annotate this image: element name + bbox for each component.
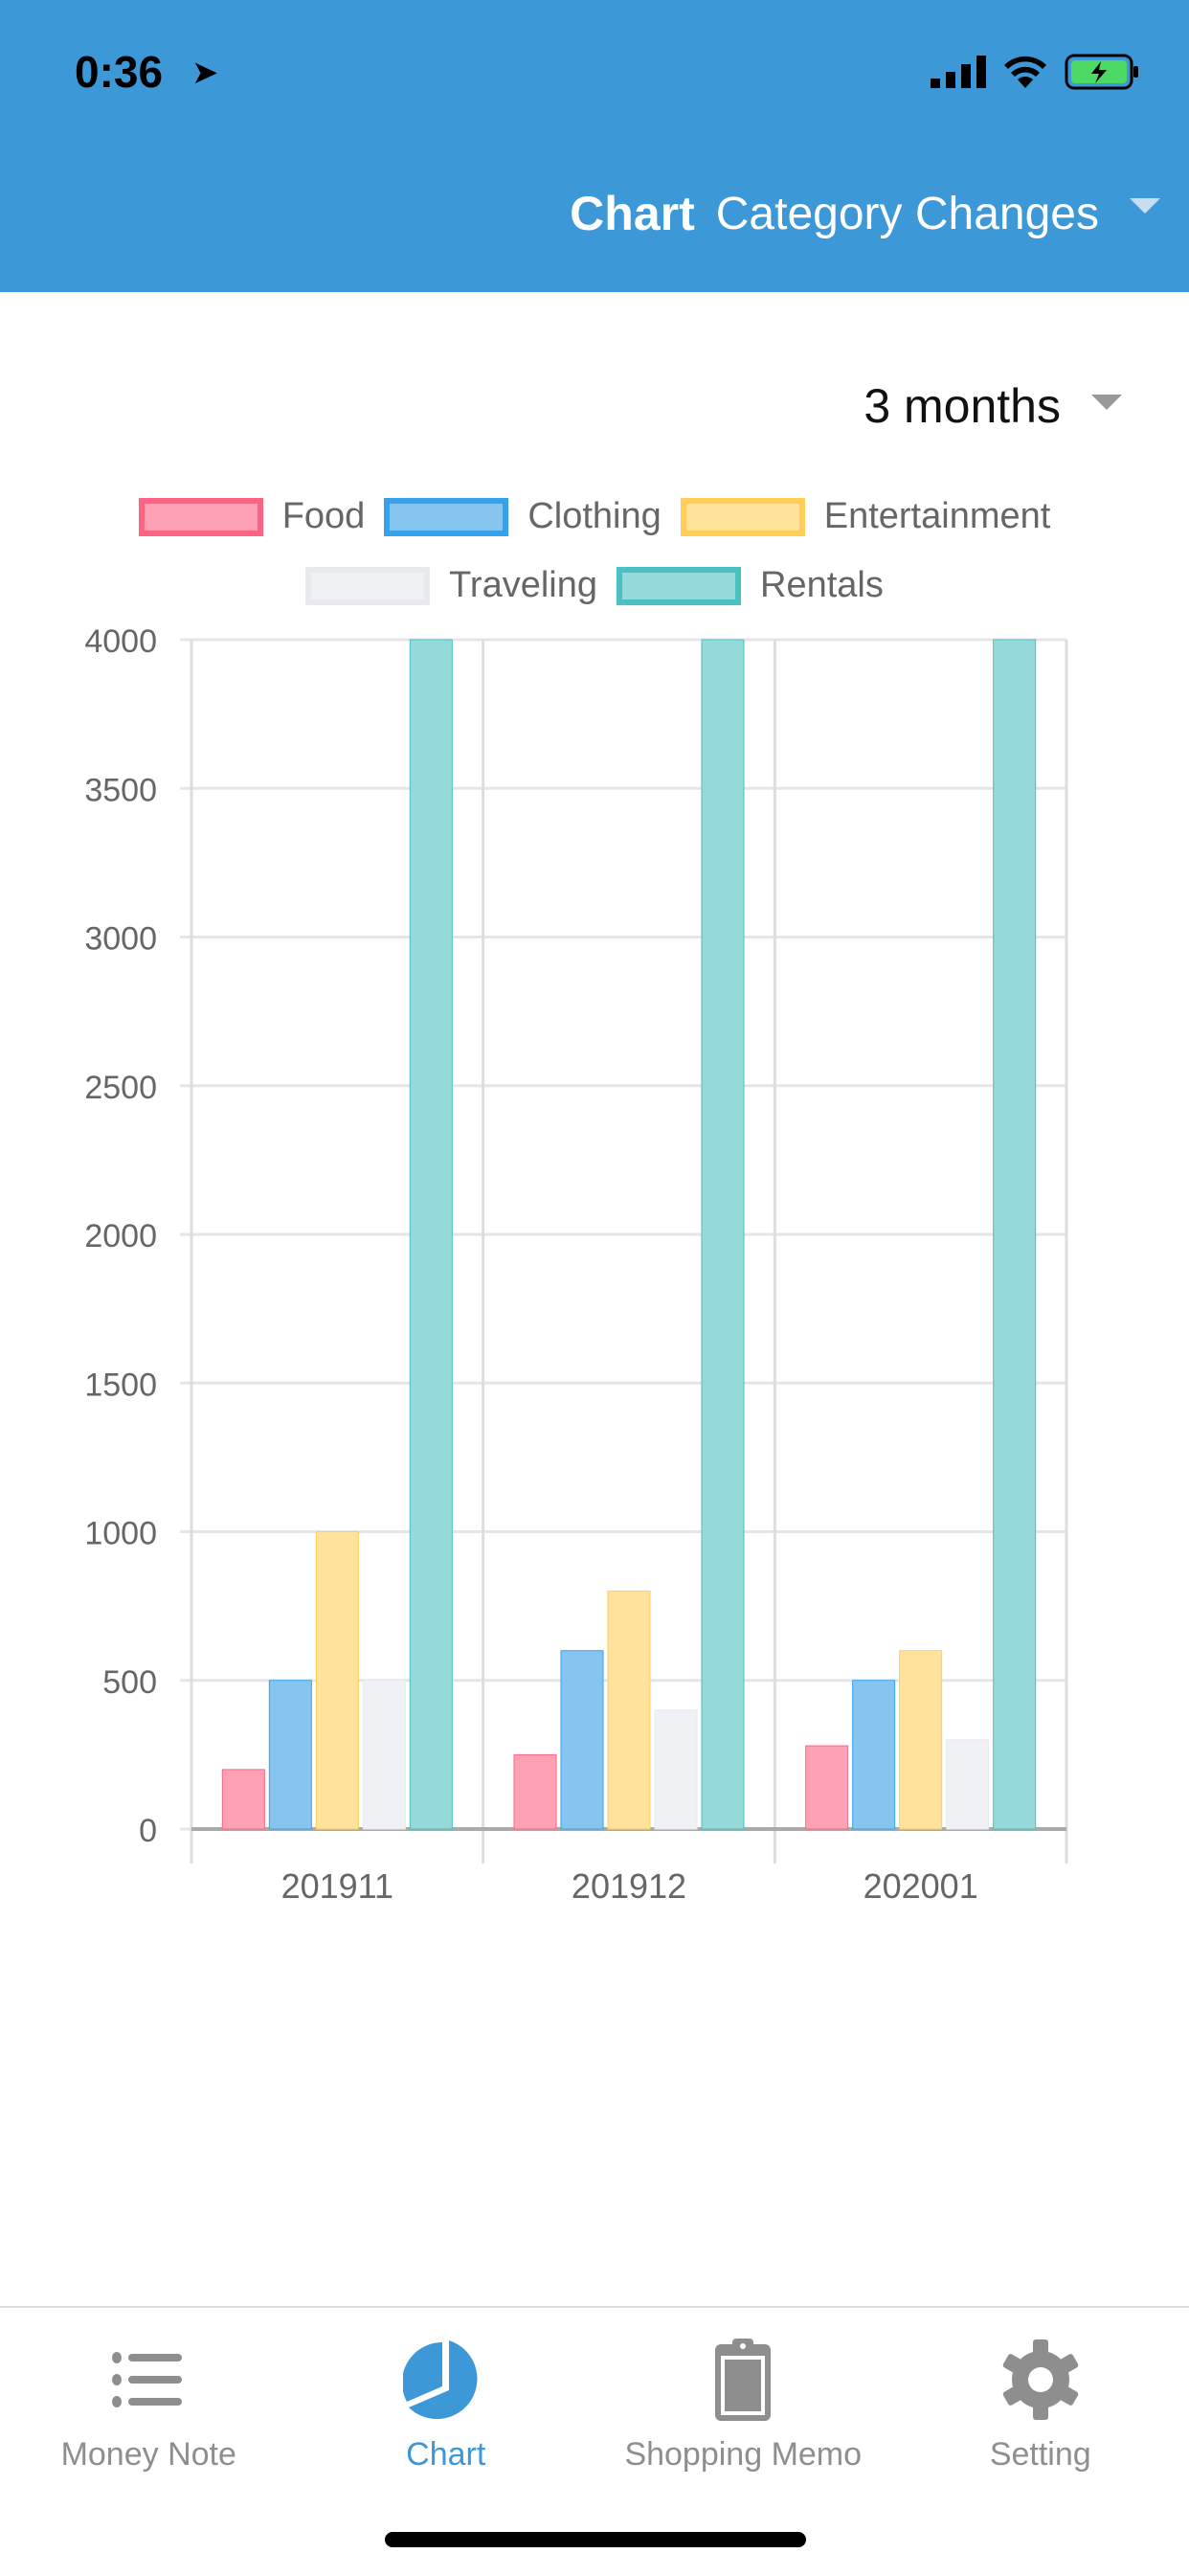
bar-food (222, 1770, 264, 1829)
y-tick-label: 2500 (84, 1070, 157, 1106)
tab-label: Chart (406, 2436, 485, 2474)
bar-chart: 0 500 1000 1500 2000 2500 3000 3500 4000 201911 20… (0, 613, 1189, 1954)
tab-money-note[interactable]: Money Note (0, 2308, 298, 2576)
legend-label: Clothing (527, 496, 661, 537)
y-tick-label: 3500 (84, 772, 157, 808)
y-tick-label: 0 (139, 1813, 157, 1849)
bar-traveling (363, 1681, 405, 1829)
y-tick-label: 1000 (84, 1516, 157, 1552)
legend-swatch (384, 498, 508, 536)
legend-label: Food (282, 496, 366, 537)
tab-label: Money Note (61, 2436, 236, 2474)
legend-swatch (681, 498, 805, 536)
battery-icon (1065, 54, 1141, 90)
list-icon (105, 2339, 191, 2421)
legend-item-entertainment[interactable]: Entertainment (681, 496, 1051, 537)
bar-clothing (853, 1681, 895, 1829)
x-tick-label: 201912 (572, 1866, 686, 1906)
page-title: Chart (570, 186, 695, 241)
location-icon: ➤ (191, 54, 219, 92)
chevron-down-icon[interactable] (1130, 198, 1160, 214)
pie-chart-icon (403, 2339, 489, 2421)
legend-item-clothing[interactable]: Clothing (384, 496, 661, 537)
bar-rentals (410, 640, 452, 1829)
legend-label: Rentals (760, 565, 884, 606)
bar-food (806, 1746, 848, 1829)
period-dropdown[interactable]: 3 months (864, 378, 1122, 434)
header: 0:36 ➤ Chart Category Changes (0, 0, 1189, 292)
bar-entertainment (608, 1592, 650, 1829)
bar-traveling (947, 1740, 989, 1829)
y-tick-label: 1500 (84, 1367, 157, 1403)
tab-label: Shopping Memo (624, 2436, 862, 2474)
legend-label: Traveling (449, 565, 597, 606)
bar-traveling (655, 1710, 697, 1829)
legend-swatch (305, 567, 430, 605)
bar-entertainment (316, 1532, 358, 1830)
tab-setting[interactable]: Setting (892, 2308, 1189, 2576)
bar-rentals (702, 640, 744, 1829)
status-time: 0:36 (75, 46, 163, 98)
x-tick-label: 202001 (864, 1866, 978, 1906)
x-tick-label: 201911 (281, 1866, 393, 1906)
legend-row-2: Traveling Rentals (0, 565, 1189, 606)
bar-rentals (994, 640, 1036, 1829)
y-tick-label: 500 (102, 1664, 157, 1701)
legend-swatch (139, 498, 263, 536)
tab-label: Setting (990, 2436, 1091, 2474)
signal-icon (931, 56, 986, 88)
bar-food (514, 1754, 556, 1829)
period-label: 3 months (864, 378, 1061, 434)
legend-item-rentals[interactable]: Rentals (617, 565, 884, 606)
chart-type-dropdown[interactable]: Category Changes (716, 188, 1099, 240)
y-tick-label: 3000 (84, 921, 157, 958)
bar-clothing (269, 1681, 311, 1829)
y-tick-label: 2000 (84, 1218, 157, 1254)
home-indicator[interactable] (385, 2532, 806, 2547)
legend-item-traveling[interactable]: Traveling (305, 565, 597, 606)
chevron-down-icon (1091, 395, 1122, 410)
bar-clothing (561, 1651, 603, 1829)
legend-row-1: Food Clothing Entertainment (0, 496, 1189, 537)
legend-label: Entertainment (824, 496, 1051, 537)
legend-swatch (617, 567, 741, 605)
wifi-icon (1003, 56, 1047, 88)
clipboard-icon (700, 2339, 786, 2421)
status-icons (931, 54, 1141, 90)
gear-icon (998, 2339, 1084, 2421)
y-tick-label: 4000 (84, 623, 157, 660)
legend-item-food[interactable]: Food (139, 496, 366, 537)
bar-entertainment (900, 1651, 942, 1829)
